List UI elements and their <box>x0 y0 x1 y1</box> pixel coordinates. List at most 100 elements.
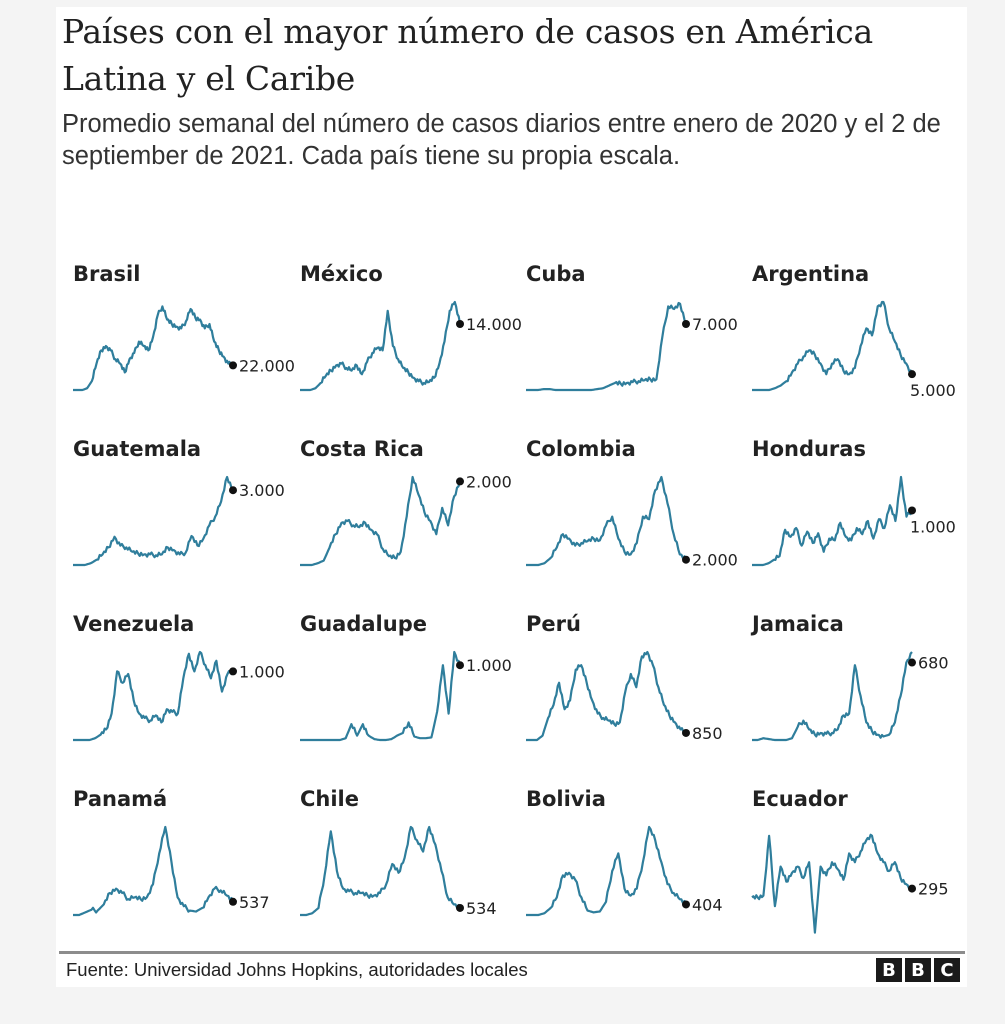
latest-value-dot <box>908 506 916 515</box>
latest-value-dot <box>682 900 690 909</box>
latest-value-label: 3.000 <box>239 481 285 500</box>
latest-value-label: 537 <box>239 893 270 912</box>
latest-value-label: 1.000 <box>239 662 285 681</box>
sparkline-chart: 850 <box>526 650 723 743</box>
latest-value-dot <box>229 667 237 676</box>
latest-value-label: 404 <box>692 895 723 914</box>
sparkline-chart: 7.000 <box>526 301 738 392</box>
footer-divider <box>59 951 965 954</box>
bbc-logo: B B C <box>876 958 960 982</box>
series-line <box>73 475 234 567</box>
latest-value-label: 850 <box>692 724 723 743</box>
country-name: Cuba <box>526 262 586 286</box>
series-line <box>300 650 462 742</box>
country-name: Honduras <box>752 437 866 461</box>
series-line <box>752 475 914 567</box>
series-line <box>752 300 914 392</box>
country-panel: Bolivia 404 <box>515 787 741 957</box>
sparkline-chart: 295 <box>751 833 949 934</box>
country-panel: Brasil 22.000 <box>62 262 295 432</box>
series-line <box>526 825 688 917</box>
series-line <box>526 650 687 742</box>
country-name: Guatemala <box>73 437 202 461</box>
bbc-logo-letter: B <box>905 958 931 982</box>
latest-value-label: 295 <box>918 880 949 899</box>
latest-value-label: 1.000 <box>466 656 512 675</box>
country-panel: Venezuela 1.000 <box>62 612 288 782</box>
country-panel: Ecuador 295 <box>741 787 967 957</box>
country-panel: Colombia 2.000 <box>515 437 741 607</box>
country-name: Jamaica <box>752 612 844 636</box>
sparkline-chart: 2.000 <box>526 475 738 570</box>
chart-subtitle: Promedio semanal del número de casos dia… <box>62 110 941 170</box>
country-panel: México 14.000 <box>289 262 522 432</box>
sparkline-chart: 14.000 <box>300 300 522 392</box>
country-name: Colombia <box>526 437 636 461</box>
country-panel: Panamá 537 <box>62 787 288 957</box>
country-name: Guadalupe <box>300 612 427 636</box>
country-name: México <box>300 262 383 286</box>
series-line <box>73 305 234 392</box>
sparkline-chart: 1.000 <box>752 475 956 567</box>
latest-value-dot <box>908 884 916 893</box>
country-panel: Guatemala 3.000 <box>62 437 288 607</box>
chart-title: Países con el mayor número de casos en A… <box>62 12 873 98</box>
latest-value-dot <box>682 555 690 564</box>
latest-value-label: 2.000 <box>692 551 738 570</box>
series-line <box>300 475 462 567</box>
latest-value-dot <box>229 361 237 370</box>
latest-value-label: 680 <box>918 654 949 673</box>
country-panel: Guadalupe 1.000 <box>289 612 515 782</box>
latest-value-dot <box>682 728 690 737</box>
sparkline-chart: 680 <box>752 651 949 742</box>
sparkline-chart: 1.000 <box>300 650 512 742</box>
latest-value-label: 2.000 <box>466 472 512 491</box>
sparkline-chart: 404 <box>526 825 723 917</box>
latest-value-label: 7.000 <box>692 315 738 334</box>
country-name: Argentina <box>752 262 870 286</box>
bbc-logo-letter: B <box>876 958 902 982</box>
series-line <box>752 651 913 742</box>
sparkline-chart: 3.000 <box>73 475 285 567</box>
source-note: Fuente: Universidad Johns Hopkins, autor… <box>66 959 528 980</box>
series-line <box>526 475 688 567</box>
country-name: Costa Rica <box>300 437 424 461</box>
country-panel: Perú 850 <box>515 612 741 782</box>
latest-value-dot <box>456 903 464 912</box>
country-panel: Chile 534 <box>289 787 515 957</box>
country-name: Chile <box>300 787 360 811</box>
sparkline-chart: 537 <box>73 825 270 917</box>
latest-value-label: 1.000 <box>910 517 956 536</box>
series-line <box>526 301 688 392</box>
latest-value-dot <box>229 486 237 495</box>
latest-value-label: 5.000 <box>910 381 956 400</box>
country-panel: Argentina 5.000 <box>741 262 967 432</box>
country-panel: Jamaica 680 <box>741 612 967 782</box>
latest-value-dot <box>682 320 690 328</box>
series-line <box>73 825 235 917</box>
latest-value-label: 14.000 <box>466 315 522 334</box>
series-line <box>300 825 461 917</box>
country-panel: Cuba 7.000 <box>515 262 741 432</box>
country-name: Perú <box>526 612 581 636</box>
series-line <box>751 833 913 934</box>
country-name: Ecuador <box>752 787 848 811</box>
latest-value-label: 22.000 <box>239 356 295 375</box>
country-panel: Costa Rica 2.000 <box>289 437 515 607</box>
latest-value-dot <box>908 658 916 667</box>
latest-value-label: 534 <box>466 899 497 918</box>
sparkline-chart: 5.000 <box>752 300 956 400</box>
sparkline-chart: 534 <box>300 825 497 918</box>
country-name: Panamá <box>73 787 168 811</box>
sparkline-chart: 1.000 <box>73 650 285 742</box>
sparkline-chart: 2.000 <box>300 472 512 567</box>
sparkline-chart: 22.000 <box>73 305 295 392</box>
latest-value-dot <box>456 477 464 486</box>
series-line <box>73 650 234 742</box>
country-name: Bolivia <box>526 787 606 811</box>
latest-value-dot <box>456 320 464 328</box>
country-name: Venezuela <box>73 612 195 636</box>
latest-value-dot <box>908 370 916 379</box>
chart-card <box>56 7 967 987</box>
series-line <box>300 300 462 392</box>
